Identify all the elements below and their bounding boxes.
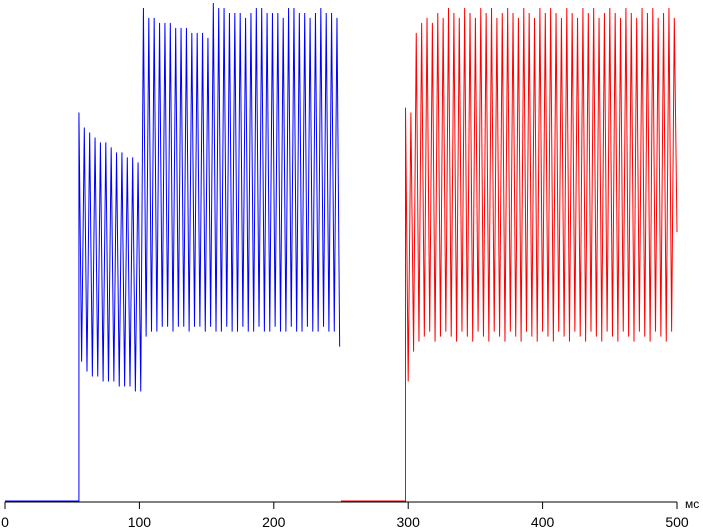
x-tick-label: 200: [262, 514, 286, 530]
signal-line: [341, 7, 678, 502]
x-tick-label: 500: [665, 514, 689, 530]
x-tick-label: 300: [397, 514, 421, 530]
x-tick-label: 0: [1, 514, 9, 530]
x-tick-label: 400: [531, 514, 555, 530]
signal-line: [5, 2, 341, 502]
x-axis-label: мс: [685, 497, 699, 511]
x-tick-label: 100: [128, 514, 152, 530]
